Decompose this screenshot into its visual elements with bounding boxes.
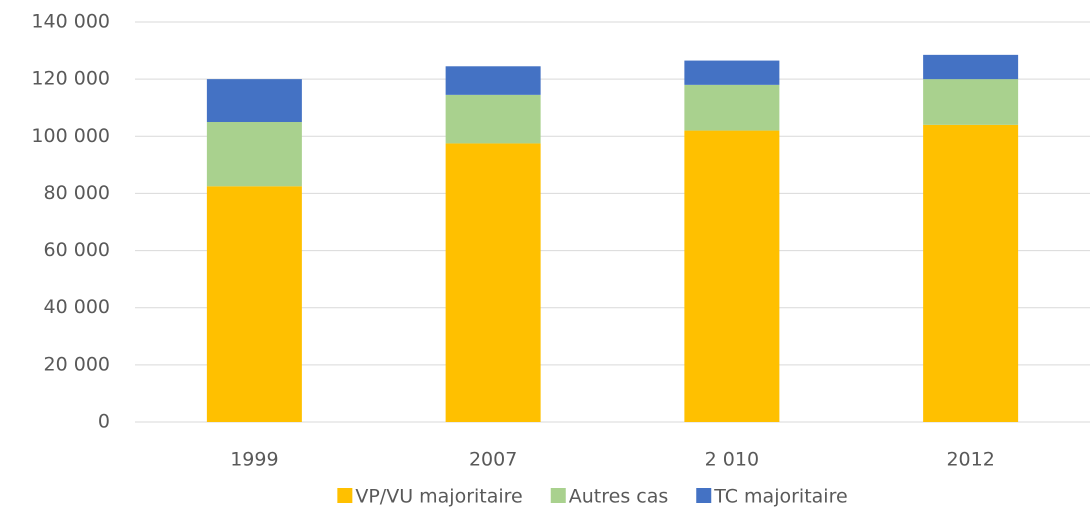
- x-tick-label: 2 010: [705, 449, 759, 471]
- y-tick-label: 80 000: [44, 182, 110, 204]
- legend-label: Autres cas: [569, 486, 669, 508]
- y-tick-label: 100 000: [31, 125, 110, 147]
- bar-segment: [684, 60, 780, 85]
- legend-swatch: [550, 488, 566, 503]
- bar-segment: [445, 94, 541, 144]
- y-tick-label: 120 000: [31, 68, 110, 90]
- bar-segment: [923, 79, 1019, 125]
- y-tick-label: 20 000: [44, 353, 110, 375]
- x-tick-label: 1999: [230, 449, 278, 471]
- legend-swatch: [337, 488, 353, 503]
- bar-segment: [206, 122, 302, 187]
- legend-swatch: [696, 488, 712, 503]
- bar-segment: [684, 130, 780, 423]
- bar-segment: [206, 79, 302, 122]
- x-tick-label: 2012: [946, 449, 994, 471]
- y-tick-label: 140 000: [31, 11, 110, 33]
- bar-segment: [923, 54, 1019, 80]
- x-tick-label: 2007: [469, 449, 517, 471]
- bar-segment: [445, 66, 541, 95]
- bar-segment: [684, 84, 780, 131]
- legend-label: VP/VU majoritaire: [355, 486, 522, 508]
- y-tick-label: 40 000: [44, 296, 110, 318]
- y-tick-label: 60 000: [44, 239, 110, 261]
- bar-segment: [206, 186, 302, 422]
- bar-segment: [923, 124, 1019, 422]
- legend-label: TC majoritaire: [713, 486, 847, 508]
- bar-segment: [445, 143, 541, 422]
- y-tick-label: 0: [98, 411, 110, 433]
